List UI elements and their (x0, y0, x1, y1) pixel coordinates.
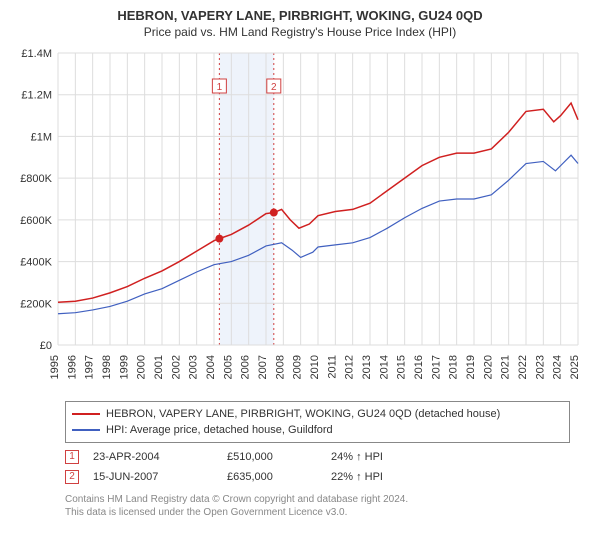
sale-row: 1 23-APR-2004 £510,000 24% ↑ HPI (65, 447, 570, 467)
svg-text:£1.2M: £1.2M (21, 90, 52, 102)
svg-text:1999: 1999 (118, 355, 130, 379)
sale-date: 23-APR-2004 (93, 447, 213, 467)
svg-text:1: 1 (217, 82, 223, 93)
svg-text:2009: 2009 (292, 355, 304, 379)
chart-title: HEBRON, VAPERY LANE, PIRBRIGHT, WOKING, … (10, 8, 590, 23)
chart-subtitle: Price paid vs. HM Land Registry's House … (10, 25, 590, 39)
svg-text:1996: 1996 (66, 355, 78, 379)
svg-text:2005: 2005 (222, 355, 234, 379)
svg-text:2004: 2004 (205, 355, 217, 379)
sale-row: 2 15-JUN-2007 £635,000 22% ↑ HPI (65, 467, 570, 487)
legend-swatch (72, 429, 100, 431)
svg-text:2003: 2003 (188, 355, 200, 379)
svg-text:2013: 2013 (361, 355, 373, 379)
footer-attribution: Contains HM Land Registry data © Crown c… (65, 493, 570, 519)
svg-text:2016: 2016 (413, 355, 425, 379)
svg-text:2024: 2024 (552, 355, 564, 379)
svg-text:2020: 2020 (482, 355, 494, 379)
sale-records: 1 23-APR-2004 £510,000 24% ↑ HPI 2 15-JUN-200… (65, 447, 570, 487)
svg-text:£200K: £200K (20, 298, 52, 310)
svg-text:2012: 2012 (344, 355, 356, 379)
legend-label: HPI: Average price, detached house, Guil… (106, 422, 333, 438)
svg-text:£600K: £600K (20, 215, 52, 227)
legend-item: HEBRON, VAPERY LANE, PIRBRIGHT, WOKING, … (72, 406, 563, 422)
sale-date: 15-JUN-2007 (93, 467, 213, 487)
svg-text:2017: 2017 (430, 355, 442, 379)
chart-area: £0 £200K £400K £600K £800K £1M £1.2M £1.4M 1995 1… (10, 45, 590, 395)
line-chart: £0 £200K £400K £600K £800K £1M £1.2M £1.4M 1995 1… (10, 45, 590, 395)
legend-label: HEBRON, VAPERY LANE, PIRBRIGHT, WOKING, … (106, 406, 500, 422)
legend-swatch (72, 413, 100, 415)
svg-text:2019: 2019 (465, 355, 477, 379)
sale-marker: 1 (65, 450, 79, 464)
legend: HEBRON, VAPERY LANE, PIRBRIGHT, WOKING, … (65, 401, 570, 443)
svg-text:1998: 1998 (101, 355, 113, 379)
footer-line: This data is licensed under the Open Gov… (65, 506, 570, 519)
svg-text:2000: 2000 (136, 355, 148, 379)
svg-text:2007: 2007 (257, 355, 269, 379)
sale-price: £510,000 (227, 447, 317, 467)
svg-text:£400K: £400K (20, 257, 52, 269)
sale-pct-vs-hpi: 24% ↑ HPI (331, 447, 421, 467)
svg-text:£800K: £800K (20, 173, 52, 185)
sale-marker: 2 (65, 470, 79, 484)
svg-text:£1.4M: £1.4M (21, 48, 52, 60)
svg-text:2006: 2006 (240, 355, 252, 379)
svg-text:2025: 2025 (569, 355, 581, 379)
svg-text:1997: 1997 (84, 355, 96, 379)
footer-line: Contains HM Land Registry data © Crown c… (65, 493, 570, 506)
svg-text:2002: 2002 (170, 355, 182, 379)
svg-text:2015: 2015 (396, 355, 408, 379)
svg-text:2021: 2021 (500, 355, 512, 379)
svg-text:2001: 2001 (153, 355, 165, 379)
svg-text:2023: 2023 (534, 355, 546, 379)
svg-text:1995: 1995 (49, 355, 61, 379)
svg-text:2022: 2022 (517, 355, 529, 379)
sale-price: £635,000 (227, 467, 317, 487)
svg-text:2008: 2008 (274, 355, 286, 379)
svg-text:£0: £0 (40, 340, 52, 352)
titles: HEBRON, VAPERY LANE, PIRBRIGHT, WOKING, … (10, 8, 590, 39)
chart-container: HEBRON, VAPERY LANE, PIRBRIGHT, WOKING, … (0, 0, 600, 560)
svg-text:2018: 2018 (448, 355, 460, 379)
svg-text:£1M: £1M (31, 131, 52, 143)
svg-text:2010: 2010 (309, 355, 321, 379)
svg-text:2: 2 (271, 82, 277, 93)
svg-text:2011: 2011 (326, 355, 338, 379)
svg-text:2014: 2014 (378, 355, 390, 379)
sale-pct-vs-hpi: 22% ↑ HPI (331, 467, 421, 487)
legend-item: HPI: Average price, detached house, Guil… (72, 422, 563, 438)
